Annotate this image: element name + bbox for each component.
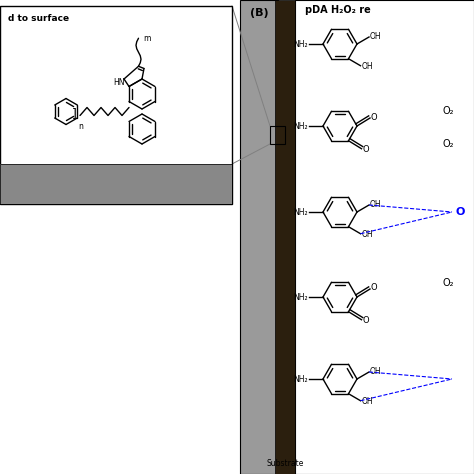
Bar bbox=[240, 0, 278, 474]
Bar bbox=[0, 164, 232, 204]
Bar bbox=[0, 164, 232, 204]
Text: m: m bbox=[144, 34, 151, 43]
Text: O: O bbox=[371, 112, 378, 121]
Text: O: O bbox=[371, 283, 378, 292]
Text: OH: OH bbox=[370, 366, 382, 375]
Text: NH₂: NH₂ bbox=[293, 292, 308, 301]
Text: O: O bbox=[363, 316, 369, 325]
Text: NH₂: NH₂ bbox=[293, 374, 308, 383]
Text: OH: OH bbox=[370, 200, 382, 209]
Text: O₂: O₂ bbox=[443, 106, 454, 116]
Text: NH₂: NH₂ bbox=[293, 39, 308, 48]
Text: OH: OH bbox=[370, 31, 382, 40]
Text: Substrate: Substrate bbox=[266, 459, 304, 468]
Bar bbox=[0, 6, 232, 204]
Text: O₂: O₂ bbox=[443, 278, 454, 288]
Text: pDA H₂O₂ re: pDA H₂O₂ re bbox=[305, 5, 371, 15]
Text: O₂: O₂ bbox=[443, 139, 454, 149]
Bar bbox=[295, 0, 474, 474]
Text: NH₂: NH₂ bbox=[293, 121, 308, 130]
Text: O: O bbox=[363, 145, 369, 154]
Text: n: n bbox=[78, 121, 83, 130]
Bar bbox=[275, 0, 295, 474]
Text: ]: ] bbox=[72, 107, 77, 120]
Text: OH: OH bbox=[362, 397, 373, 406]
Text: OH: OH bbox=[362, 230, 373, 239]
Text: (B): (B) bbox=[250, 8, 268, 18]
Text: O: O bbox=[456, 207, 465, 217]
Text: NH₂: NH₂ bbox=[293, 208, 308, 217]
Bar bbox=[270, 126, 285, 144]
Text: OH: OH bbox=[362, 62, 373, 71]
Text: d to surface: d to surface bbox=[8, 14, 69, 23]
Text: HN: HN bbox=[113, 78, 124, 87]
